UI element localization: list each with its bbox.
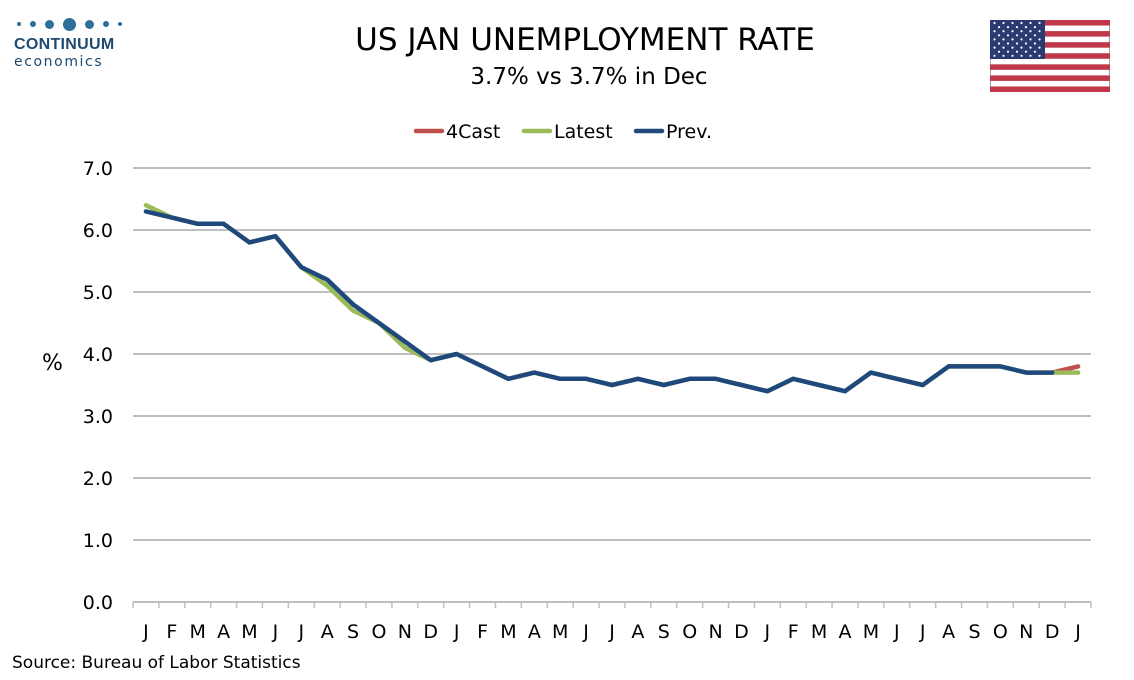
chart-title: US JAN UNEMPLOYMENT RATE [355, 22, 815, 58]
logo-subtitle: economics [14, 54, 104, 70]
x-tick-label: J [453, 621, 460, 643]
x-tick-label: O [993, 621, 1008, 643]
x-tick-label: J [582, 621, 589, 643]
legend-label: 4Cast [446, 121, 500, 143]
x-tick-label: J [764, 621, 771, 643]
logo-dots-icon [14, 14, 132, 34]
x-tick-label: A [631, 621, 644, 643]
y-tick-label: 0.0 [83, 592, 113, 614]
x-tick-label: S [658, 621, 670, 643]
x-tick-label: N [398, 621, 412, 643]
series-line-prev [143, 209, 1055, 394]
us-flag-icon [990, 20, 1110, 92]
x-tick-label: A [942, 621, 955, 643]
y-tick-label: 2.0 [83, 468, 113, 490]
source-note: Source: Bureau of Labor Statistics [12, 653, 301, 673]
x-tick-label: J [1074, 621, 1081, 643]
x-tick-label: M [863, 621, 879, 643]
x-tick-label: D [423, 621, 438, 643]
x-tick-label: N [1019, 621, 1033, 643]
y-tick-label: 7.0 [83, 158, 113, 180]
y-tick-label: 5.0 [83, 282, 113, 304]
legend-label: Latest [554, 121, 613, 143]
legend-label: Prev. [666, 121, 712, 143]
x-tick-label: J [142, 621, 149, 643]
x-tick-label: M [552, 621, 568, 643]
x-tick-label: J [893, 621, 900, 643]
x-tick-label: J [608, 621, 615, 643]
x-tick-label: M [241, 621, 257, 643]
y-tick-label: 6.0 [83, 220, 113, 242]
y-tick-label: 3.0 [83, 406, 113, 428]
x-tick-label: M [190, 621, 206, 643]
x-tick-label: D [1045, 621, 1060, 643]
y-tick-label: 1.0 [83, 530, 113, 552]
logo-name: CONTINUUM [14, 36, 115, 53]
x-tick-label: A [839, 621, 852, 643]
x-tick-label: M [500, 621, 516, 643]
x-tick-label: N [708, 621, 722, 643]
x-tick-label: S [968, 621, 980, 643]
continuum-economics-logo: CONTINUUM economics [14, 14, 132, 70]
x-tick-label: A [217, 621, 230, 643]
x-tick-label: O [371, 621, 386, 643]
x-tick-label: O [682, 621, 697, 643]
y-tick-label: 4.0 [83, 344, 113, 366]
x-tick-label: F [166, 621, 177, 643]
x-tick-label: J [272, 621, 279, 643]
chart-subtitle: 3.7% vs 3.7% in Dec [470, 64, 708, 90]
x-tick-label: F [477, 621, 488, 643]
y-axis-label: % [42, 351, 63, 376]
x-tick-label: J [919, 621, 926, 643]
x-tick-label: A [528, 621, 541, 643]
x-tick-label: J [297, 621, 304, 643]
x-tick-label: F [788, 621, 799, 643]
x-tick-label: D [734, 621, 749, 643]
x-tick-label: S [347, 621, 359, 643]
series-line-latest [143, 202, 1081, 394]
x-tick-label: A [321, 621, 334, 643]
x-tick-label: M [811, 621, 827, 643]
